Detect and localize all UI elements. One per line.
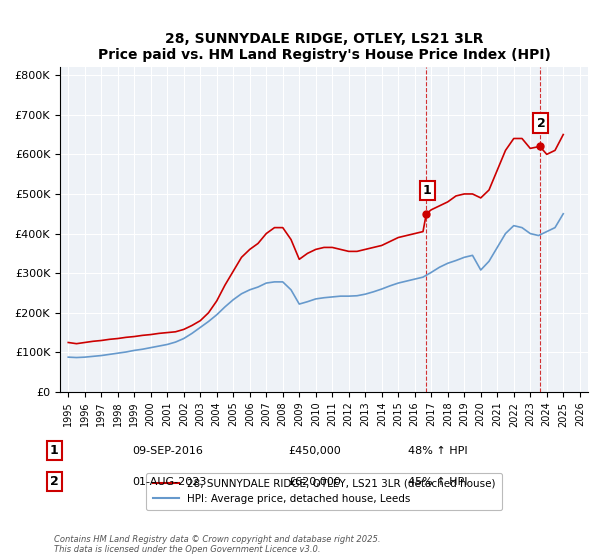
- Text: 1: 1: [50, 444, 58, 458]
- Text: 01-AUG-2023: 01-AUG-2023: [132, 477, 206, 487]
- Text: 45% ↑ HPI: 45% ↑ HPI: [408, 477, 467, 487]
- Legend: 28, SUNNYDALE RIDGE, OTLEY, LS21 3LR (detached house), HPI: Average price, detac: 28, SUNNYDALE RIDGE, OTLEY, LS21 3LR (de…: [146, 473, 502, 510]
- Text: £450,000: £450,000: [288, 446, 341, 456]
- Text: 2: 2: [536, 116, 545, 129]
- Text: Contains HM Land Registry data © Crown copyright and database right 2025.
This d: Contains HM Land Registry data © Crown c…: [54, 535, 380, 554]
- Text: 48% ↑ HPI: 48% ↑ HPI: [408, 446, 467, 456]
- Title: 28, SUNNYDALE RIDGE, OTLEY, LS21 3LR
Price paid vs. HM Land Registry's House Pri: 28, SUNNYDALE RIDGE, OTLEY, LS21 3LR Pri…: [98, 32, 550, 62]
- Text: 2: 2: [50, 475, 58, 488]
- Text: 1: 1: [423, 184, 432, 197]
- Text: 09-SEP-2016: 09-SEP-2016: [132, 446, 203, 456]
- Text: £620,000: £620,000: [288, 477, 341, 487]
